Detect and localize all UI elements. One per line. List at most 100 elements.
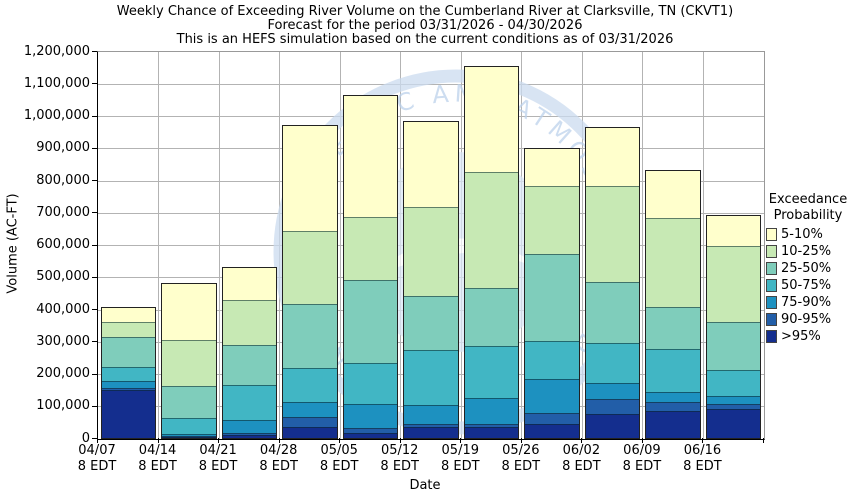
legend-label: 5-10%	[781, 227, 823, 242]
bar-segment-10-25%	[525, 185, 579, 254]
chart-subtitle-period: Forecast for the period 03/31/2026 - 04/…	[267, 18, 583, 33]
legend-swatch-icon	[766, 262, 777, 275]
x-gridline	[581, 52, 583, 439]
bar-segment->95%	[162, 437, 216, 438]
x-axis-tick	[520, 438, 522, 443]
legend-swatch-icon	[766, 279, 777, 292]
x-axis-tick-label: 05/26 8 EDT	[501, 443, 541, 474]
bar-segment-25-50%	[222, 345, 277, 386]
bar-segment->95%	[222, 435, 277, 438]
bar-segment-90-95%	[525, 412, 579, 425]
legend-label: 50-75%	[781, 278, 832, 293]
bar-segment-50-75%	[706, 370, 761, 397]
bar-segment-90-95%	[222, 432, 277, 436]
bar-segment-10-25%	[283, 230, 337, 304]
y-axis-tick	[92, 438, 97, 439]
stacked-bar-05-05	[342, 95, 399, 439]
y-axis-tick-label: 600,000	[36, 237, 90, 252]
x-axis-tick	[460, 438, 462, 443]
x-gridline	[158, 52, 160, 439]
x-axis-tick	[157, 438, 159, 443]
x-axis-tick	[702, 438, 704, 443]
x-gridline	[702, 52, 704, 439]
stacked-bar-04-14	[161, 282, 217, 439]
bar-segment-50-75%	[646, 349, 700, 393]
bar-segment->95%	[585, 414, 640, 438]
bar-segment-10-25%	[464, 171, 519, 289]
bar-segment-25-50%	[706, 321, 761, 371]
bar-segment-90-95%	[283, 417, 337, 428]
y-axis-tick	[92, 244, 97, 246]
legend-label: 10-25%	[781, 244, 832, 259]
bar-segment-90-95%	[646, 402, 700, 412]
bar-segment-10-25%	[706, 245, 761, 322]
y-axis-tick	[92, 212, 97, 214]
bar-segment-50-75%	[585, 343, 640, 383]
bar-segment-5-10%	[646, 171, 700, 219]
bar-segment-25-50%	[343, 279, 398, 363]
legend-item: 5-10%	[766, 227, 850, 242]
bar-segment-10-25%	[404, 207, 458, 297]
y-axis-tick-label: 900,000	[36, 140, 90, 156]
x-axis-tick-label: 04/07 8 EDT	[77, 443, 117, 474]
y-axis-tick-label: 400,000	[36, 301, 90, 317]
legend-swatch-icon	[766, 330, 777, 343]
x-axis-tick	[399, 438, 401, 443]
stacked-bar-06-02	[584, 126, 641, 439]
legend-swatch-icon	[766, 296, 777, 309]
bar-segment-75-90%	[706, 396, 761, 404]
chart-title: Weekly Chance of Exceeding River Volume …	[116, 4, 734, 19]
legend-swatch-icon	[766, 313, 777, 326]
bar-segment-25-50%	[585, 281, 640, 344]
y-axis-tick-label: 0	[81, 430, 90, 446]
legend-label: >95%	[781, 329, 821, 344]
y-axis-tick	[92, 309, 97, 310]
y-axis-tick-label: 1,000,000	[23, 108, 90, 123]
bar-segment->95%	[283, 427, 337, 438]
x-axis-tick-label: 06/02 8 EDT	[562, 443, 601, 474]
y-axis-tick-label: 1,100,000	[23, 75, 90, 91]
bar-segment-90-95%	[706, 403, 761, 409]
bar-segment-90-95%	[101, 388, 156, 390]
x-gridline	[642, 52, 644, 439]
y-axis-tick	[92, 405, 97, 407]
stacked-bar-06-16	[705, 214, 762, 439]
bar-segment-50-75%	[404, 350, 458, 406]
bar-segment-10-25%	[162, 339, 216, 387]
stacked-bar-05-19	[463, 66, 520, 439]
x-axis-tick-label: 04/14 8 EDT	[138, 443, 177, 474]
stacked-bar-05-12	[403, 121, 459, 439]
x-axis-tick	[97, 438, 98, 443]
y-axis-tick	[92, 51, 97, 52]
y-axis-tick-label: 700,000	[36, 204, 90, 220]
legend-title-line1: Exceedance	[768, 192, 848, 207]
y-axis-tick-label: 100,000	[36, 398, 90, 414]
x-axis-tick	[763, 438, 764, 443]
y-axis-tick-label: 200,000	[36, 366, 90, 381]
bar-segment-50-75%	[162, 418, 216, 435]
bar-segment-10-25%	[101, 322, 156, 338]
y-axis-tick-label: 800,000	[36, 172, 90, 188]
bar-segment-25-50%	[162, 386, 216, 419]
bar-segment-25-50%	[283, 303, 337, 368]
bar-segment-75-90%	[101, 380, 156, 389]
bar-segment->95%	[464, 427, 519, 438]
stacked-bar-05-26	[524, 148, 580, 439]
bar-segment-10-25%	[585, 185, 640, 282]
bar-segment-5-10%	[283, 125, 337, 231]
y-axis-tick-label: 1,200,000	[23, 43, 90, 59]
bar-segment-50-75%	[343, 362, 398, 404]
legend-swatch-icon	[766, 245, 777, 258]
bar-segment-75-90%	[464, 398, 519, 425]
bar-segment-5-10%	[162, 283, 216, 340]
bar-segment->95%	[646, 411, 700, 438]
y-axis-tick-label: 300,000	[36, 333, 90, 349]
x-axis-tick-label: 04/28 8 EDT	[259, 443, 298, 474]
bar-segment-5-10%	[343, 96, 398, 218]
bar-segment-75-90%	[585, 382, 640, 400]
bar-segment-5-10%	[525, 149, 579, 186]
bar-segment-5-10%	[101, 308, 156, 323]
stacked-bar-04-07	[100, 307, 157, 439]
bar-segment->95%	[404, 427, 458, 438]
